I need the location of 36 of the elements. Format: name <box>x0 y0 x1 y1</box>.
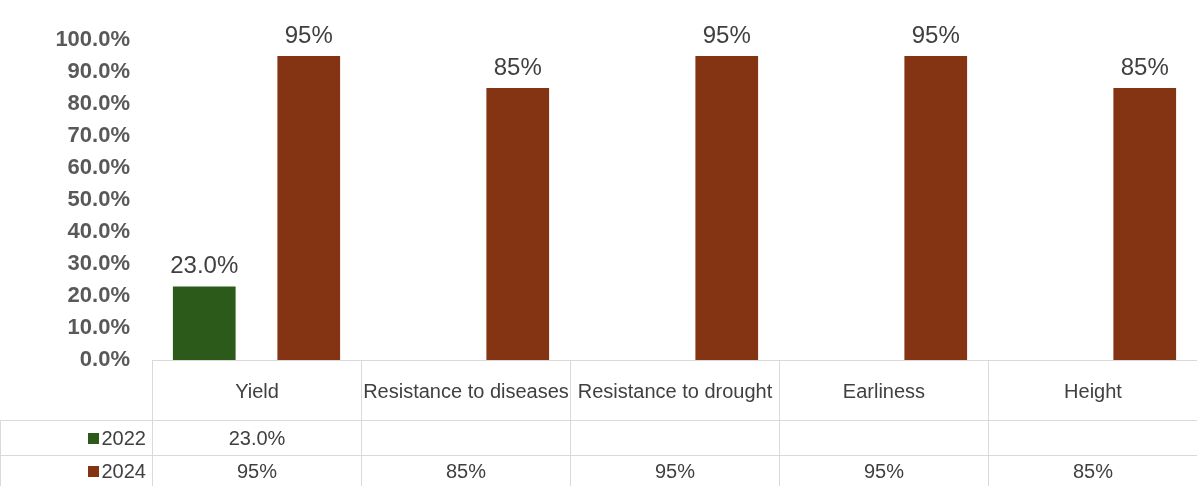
y-tick-label: 70.0% <box>67 122 130 148</box>
bar <box>1113 88 1177 360</box>
text: 85% <box>1120 52 1169 80</box>
bar <box>486 88 550 360</box>
text: 95% <box>702 20 751 48</box>
y-tick-label: 80.0% <box>67 90 130 116</box>
data-label: 85% <box>361 455 570 486</box>
y-tick-label: 0.0% <box>79 346 130 372</box>
text: 95% <box>284 20 333 48</box>
y-tick-label: 10.0% <box>67 314 130 340</box>
bar <box>695 56 759 360</box>
text: 23.0% <box>228 427 286 449</box>
legend-label: 2024 <box>0 455 152 486</box>
bar <box>172 286 236 360</box>
x-tick-label: Height <box>988 360 1197 420</box>
bar <box>904 56 968 360</box>
x-tick-label: Earliness <box>779 360 988 420</box>
y-tick-label: 90.0% <box>67 58 130 84</box>
data-label: 23.0% <box>170 251 239 279</box>
data-label: 85% <box>988 455 1197 486</box>
y-tick-label: 20.0% <box>67 282 130 308</box>
x-tick-label: Resistance to diseases <box>361 360 570 420</box>
legend-label: 2022 <box>0 420 152 455</box>
text: 95% <box>911 20 960 48</box>
x-tick-label: Resistance to drought <box>570 360 779 420</box>
y-tick-label: 50.0% <box>67 186 130 212</box>
data-label: 95% <box>779 455 988 486</box>
y-tick-label: 40.0% <box>67 218 130 244</box>
y-tick-label: 60.0% <box>67 154 130 180</box>
y-tick-label: 30.0% <box>67 250 130 276</box>
text: 85% <box>493 52 542 80</box>
y-tick-label: 100.0% <box>55 26 130 52</box>
data-label: 95% <box>152 455 361 486</box>
data-label: 95% <box>570 455 779 486</box>
bar <box>277 56 341 360</box>
x-tick-label: Yield <box>152 360 361 420</box>
